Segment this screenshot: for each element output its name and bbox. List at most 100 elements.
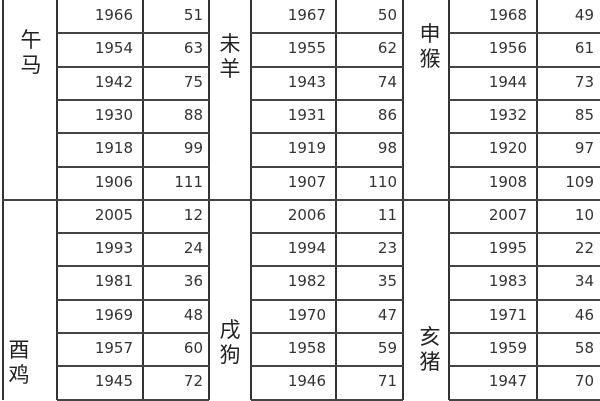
birth-year-cell: 2005 xyxy=(94,206,133,224)
row-divider xyxy=(57,332,209,334)
row-divider xyxy=(57,132,209,134)
birth-year-cell: 1981 xyxy=(94,272,133,290)
zodiac-label: 申猴 xyxy=(419,22,441,71)
row-divider xyxy=(251,32,403,34)
age-cell: 49 xyxy=(574,6,594,24)
age-cell: 75 xyxy=(183,73,203,91)
birth-year-cell: 1954 xyxy=(94,39,133,57)
birth-year-cell: 1930 xyxy=(94,106,133,124)
age-cell: 23 xyxy=(377,239,397,257)
age-cell: 51 xyxy=(183,6,203,24)
age-cell: 85 xyxy=(574,106,594,124)
birth-year-cell: 1947 xyxy=(488,372,527,390)
birth-year-cell: 1944 xyxy=(488,73,527,91)
row-divider xyxy=(449,166,600,168)
age-cell: 58 xyxy=(574,339,594,357)
birth-year-cell: 2007 xyxy=(488,206,527,224)
birth-year-cell: 1968 xyxy=(488,6,527,24)
row-divider xyxy=(449,32,600,34)
birth-year-cell: 1957 xyxy=(94,339,133,357)
age-cell: 11 xyxy=(377,206,397,224)
row-divider xyxy=(449,99,600,101)
age-cell: 36 xyxy=(183,272,203,290)
row-divider xyxy=(57,299,209,301)
row-divider xyxy=(251,232,403,234)
birth-year-cell: 1906 xyxy=(94,173,133,191)
row-divider xyxy=(57,99,209,101)
age-cell: 46 xyxy=(574,306,594,324)
age-cell: 98 xyxy=(377,139,397,157)
birth-year-cell: 1908 xyxy=(488,173,527,191)
birth-year-cell: 1970 xyxy=(287,306,326,324)
zodiac-label: 戌狗 xyxy=(219,318,241,367)
age-cell: 61 xyxy=(574,39,594,57)
age-cell: 47 xyxy=(377,306,397,324)
row-divider xyxy=(449,232,600,234)
row-divider xyxy=(251,166,403,168)
age-cell: 50 xyxy=(377,6,397,24)
birth-year-cell: 1920 xyxy=(488,139,527,157)
row-divider xyxy=(449,332,600,334)
row-divider xyxy=(449,365,600,367)
birth-year-cell: 1966 xyxy=(94,6,133,24)
age-cell: 111 xyxy=(174,173,203,191)
zodiac-label: 亥猪 xyxy=(419,325,441,374)
birth-year-cell: 2006 xyxy=(287,206,326,224)
row-divider xyxy=(251,132,403,134)
birth-year-cell: 1967 xyxy=(287,6,326,24)
row-divider xyxy=(403,199,600,201)
birth-year-cell: 1956 xyxy=(488,39,527,57)
age-cell: 35 xyxy=(377,272,397,290)
birth-year-cell: 1945 xyxy=(94,372,133,390)
birth-year-cell: 1907 xyxy=(287,173,326,191)
age-cell: 109 xyxy=(565,173,594,191)
row-divider xyxy=(3,199,209,201)
age-cell: 72 xyxy=(183,372,203,390)
birth-year-cell: 1959 xyxy=(488,339,527,357)
age-cell: 62 xyxy=(377,39,397,57)
age-cell: 73 xyxy=(574,73,594,91)
age-cell: 86 xyxy=(377,106,397,124)
row-divider xyxy=(57,265,209,267)
row-divider xyxy=(57,66,209,68)
age-cell: 34 xyxy=(574,272,594,290)
age-cell: 48 xyxy=(183,306,203,324)
birth-year-cell: 1943 xyxy=(287,73,326,91)
row-divider xyxy=(251,365,403,367)
age-cell: 10 xyxy=(574,206,594,224)
age-cell: 12 xyxy=(183,206,203,224)
age-cell: 74 xyxy=(377,73,397,91)
age-cell: 63 xyxy=(183,39,203,57)
row-divider xyxy=(57,232,209,234)
age-cell: 59 xyxy=(377,339,397,357)
row-divider xyxy=(57,166,209,168)
age-cell: 110 xyxy=(368,173,397,191)
age-cell: 71 xyxy=(377,372,397,390)
birth-year-cell: 1942 xyxy=(94,73,133,91)
birth-year-cell: 1983 xyxy=(488,272,527,290)
birth-year-cell: 1982 xyxy=(287,272,326,290)
row-divider xyxy=(57,365,209,367)
row-divider xyxy=(209,199,403,201)
row-divider xyxy=(251,66,403,68)
birth-year-cell: 1994 xyxy=(287,239,326,257)
zodiac-label: 酉鸡 xyxy=(8,338,30,387)
birth-year-cell: 1971 xyxy=(488,306,527,324)
birth-year-cell: 1918 xyxy=(94,139,133,157)
row-divider xyxy=(251,299,403,301)
row-divider xyxy=(449,299,600,301)
row-divider xyxy=(251,265,403,267)
age-cell: 99 xyxy=(183,139,203,157)
birth-year-cell: 1969 xyxy=(94,306,133,324)
birth-year-cell: 1931 xyxy=(287,106,326,124)
row-divider xyxy=(251,332,403,334)
row-divider xyxy=(449,132,600,134)
age-cell: 88 xyxy=(183,106,203,124)
zodiac-label: 午马 xyxy=(20,28,42,77)
birth-year-cell: 1919 xyxy=(287,139,326,157)
zodiac-label: 未羊 xyxy=(219,32,241,81)
age-cell: 70 xyxy=(574,372,594,390)
age-cell: 22 xyxy=(574,239,594,257)
row-divider xyxy=(57,32,209,34)
age-cell: 97 xyxy=(574,139,594,157)
